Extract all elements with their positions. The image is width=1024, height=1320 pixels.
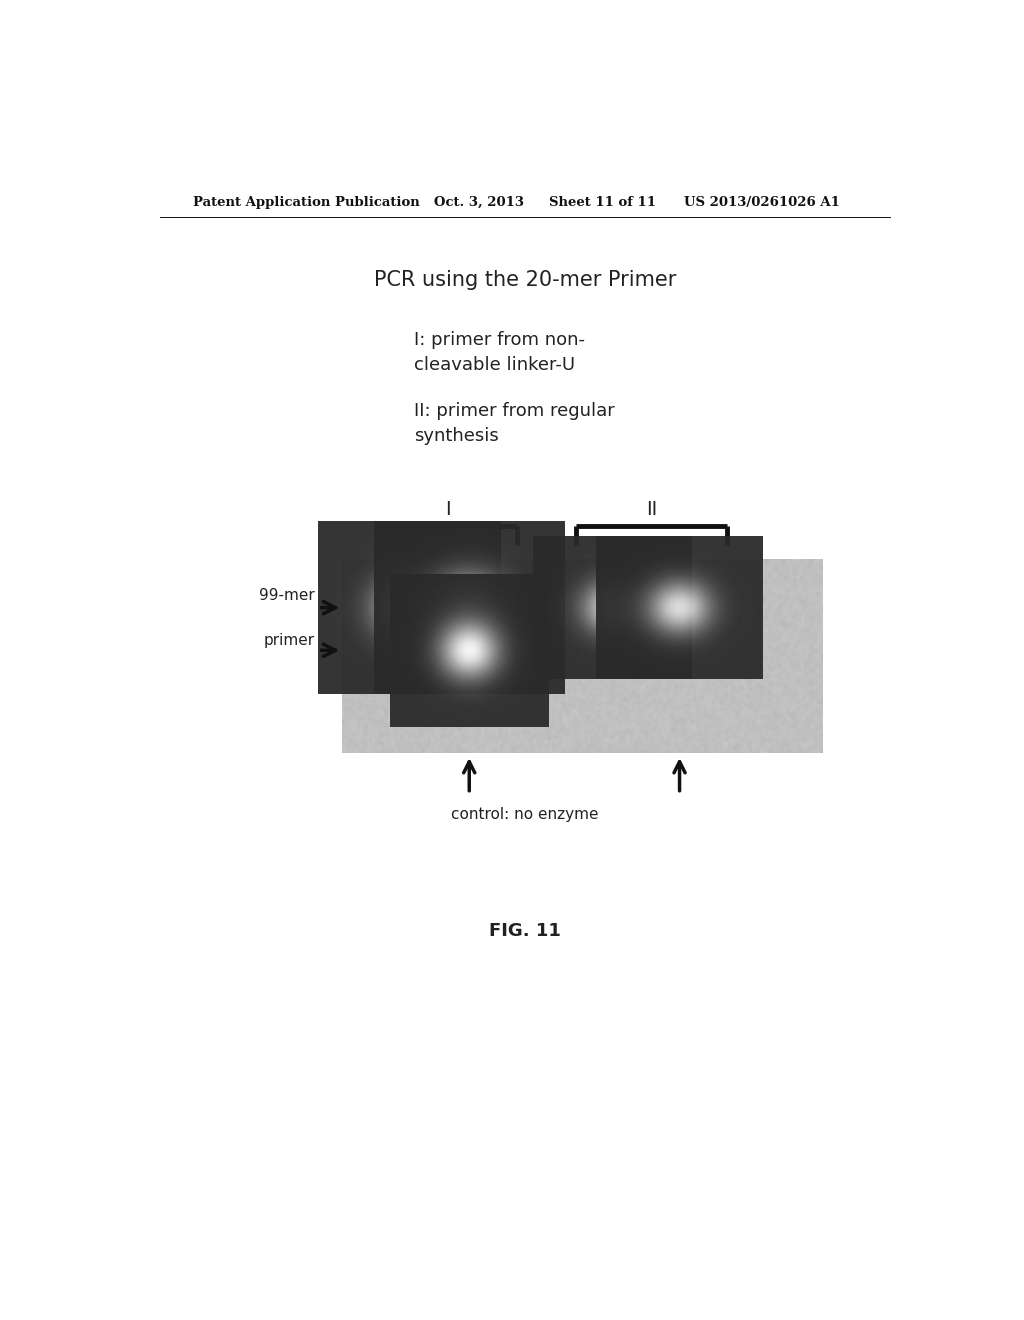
Text: FIG. 11: FIG. 11 <box>488 921 561 940</box>
Text: I: I <box>445 499 451 519</box>
Text: Sheet 11 of 11: Sheet 11 of 11 <box>549 195 655 209</box>
Text: PCR using the 20-mer Primer: PCR using the 20-mer Primer <box>374 271 676 290</box>
Text: US 2013/0261026 A1: US 2013/0261026 A1 <box>684 195 840 209</box>
Text: II: primer from regular
synthesis: II: primer from regular synthesis <box>414 403 614 445</box>
Text: I: primer from non-
cleavable linker-U: I: primer from non- cleavable linker-U <box>414 331 585 374</box>
Text: control: no enzyme: control: no enzyme <box>451 807 599 822</box>
Text: Oct. 3, 2013: Oct. 3, 2013 <box>433 195 523 209</box>
Text: 99-mer: 99-mer <box>259 587 314 603</box>
Text: II: II <box>646 499 657 519</box>
Text: Patent Application Publication: Patent Application Publication <box>194 195 420 209</box>
Text: primer: primer <box>263 632 314 648</box>
